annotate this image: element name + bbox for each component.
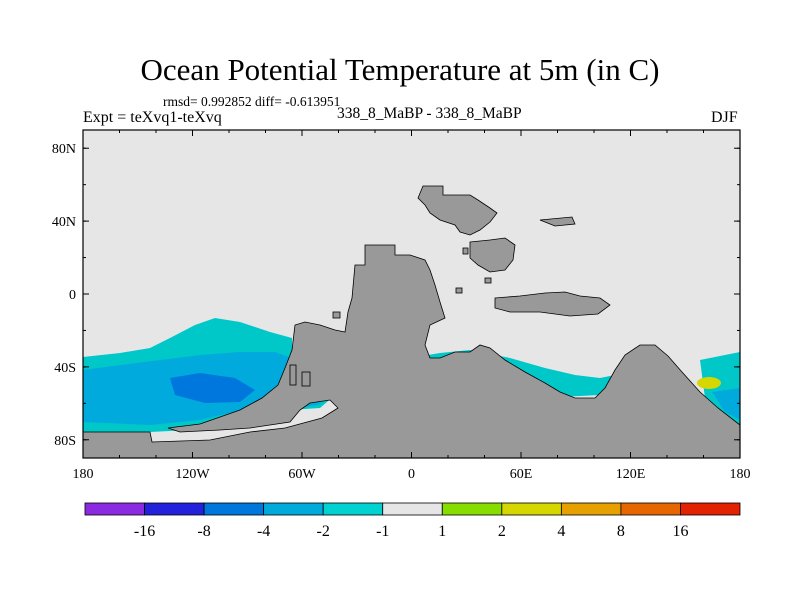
colorbar-box: [620, 502, 681, 516]
land-arabia: [469, 237, 516, 273]
colorbar-label: -16: [134, 523, 155, 540]
season-label: DJF: [711, 109, 738, 126]
colorbar-box: [501, 502, 562, 516]
stats-label: rmsd= 0.992852 diff= -0.613951: [163, 94, 341, 109]
colorbar-label: 2: [498, 523, 506, 540]
land-island-4: [332, 311, 341, 319]
land-main-continent: [83, 244, 740, 458]
colorbar-box: [84, 502, 145, 516]
anomaly-warm-spot: [697, 377, 721, 389]
x-tick-label: 60E: [510, 467, 533, 482]
x-tick-label: 60W: [288, 467, 316, 482]
y-tick-label: 40S: [54, 361, 76, 376]
x-tick-label: 180: [73, 467, 94, 482]
colorbar-box: [382, 502, 443, 516]
colorbar: -16 -8 -4 -2 -1 1 2 4 8 16: [84, 502, 741, 540]
land-north-europe: [417, 185, 498, 236]
x-axis: 180 120W 60W 0 60E 120E 180: [73, 130, 751, 482]
colorbar-label: -2: [317, 523, 330, 540]
y-tick-label: 80N: [52, 142, 76, 157]
land-island-5: [301, 371, 311, 387]
x-tick-label: 180: [730, 467, 751, 482]
chart-title: Ocean Potential Temperature at 5m (in C): [140, 52, 660, 87]
x-tick-label: 120W: [175, 467, 210, 482]
colorbar-box: [322, 502, 384, 516]
x-tick-label: 0: [408, 467, 415, 482]
anomaly-region-east-core: [712, 388, 740, 420]
land-island-2: [462, 247, 469, 255]
colorbar-label: 8: [617, 523, 625, 540]
colorbar-box: [144, 502, 205, 516]
colorbar-label: 16: [672, 523, 688, 540]
colorbar-label: -4: [257, 523, 270, 540]
y-axis: 80N 40N 0 40S 80S: [52, 142, 740, 449]
center-label: 338_8_MaBP - 338_8_MaBP: [337, 105, 522, 122]
colorbar-box: [680, 502, 741, 516]
land-asia-south: [494, 291, 611, 317]
anomaly-region-south-pacific-strong: [170, 373, 255, 403]
land-island-1: [455, 287, 463, 294]
y-tick-label: 80S: [54, 434, 76, 449]
experiment-label: Expt = teXvq1-teXvq: [83, 109, 222, 126]
land-masses: [83, 185, 740, 458]
x-tick-label: 120E: [616, 467, 646, 482]
colorbar-label: -8: [197, 523, 210, 540]
y-tick-label: 0: [69, 288, 76, 303]
y-tick-label: 40N: [52, 215, 76, 230]
colorbar-label: -1: [376, 523, 389, 540]
colorbar-box: [263, 502, 324, 516]
land-east-asia: [539, 216, 576, 227]
colorbar-box: [560, 502, 622, 516]
colorbar-label: 1: [438, 523, 446, 540]
colorbar-box: [441, 502, 503, 516]
land-island-3: [484, 277, 492, 284]
land-island-6: [289, 364, 297, 386]
colorbar-box: [203, 502, 265, 516]
colorbar-label: 4: [557, 523, 565, 540]
